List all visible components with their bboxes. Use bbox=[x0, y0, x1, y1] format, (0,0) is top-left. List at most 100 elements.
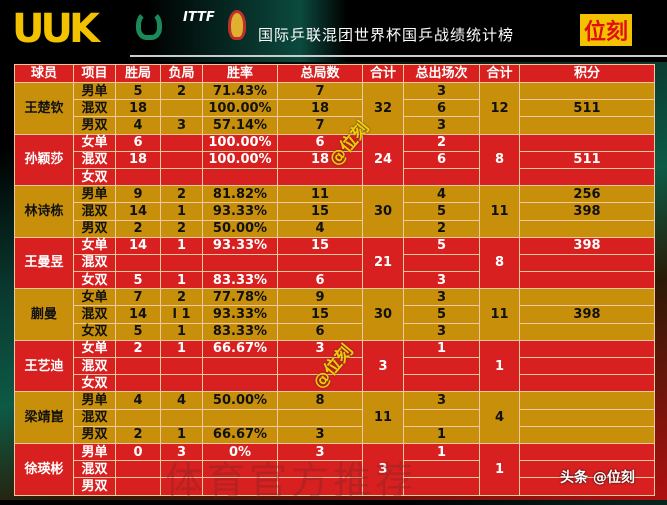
losses-cell bbox=[160, 477, 203, 496]
games-sum-cell: 3 bbox=[362, 339, 404, 393]
table-row: 混双 18 100.00% 18 6 511 bbox=[15, 150, 655, 169]
event-cell: 女单 bbox=[73, 339, 116, 359]
wins-cell: 14 bbox=[115, 236, 161, 255]
table-row: 混双 bbox=[15, 460, 655, 479]
games-sum-cell: 30 bbox=[362, 288, 404, 341]
win-rate-cell: 71.43% bbox=[202, 81, 278, 101]
win-rate-cell: 50.00% bbox=[202, 391, 278, 410]
points-cell bbox=[519, 271, 655, 290]
chengdu-emblem-icon bbox=[228, 10, 246, 40]
games-sum-cell: 24 bbox=[362, 133, 404, 187]
wins-cell: 5 bbox=[115, 81, 161, 101]
event-cell: 女双 bbox=[73, 167, 116, 187]
appearances-sum-cell: 11 bbox=[479, 288, 520, 341]
player-name: 梁靖崑 bbox=[14, 391, 74, 444]
wins-cell: 18 bbox=[115, 150, 161, 169]
total-games-cell bbox=[277, 167, 363, 187]
table-row: 蒯曼 女单 7 2 77.78% 9 30 3 11 bbox=[14, 288, 655, 341]
wins-cell: 14 bbox=[115, 202, 161, 221]
player-name: 林诗栋 bbox=[14, 185, 74, 238]
losses-cell bbox=[160, 408, 203, 427]
total-games-cell: 15 bbox=[277, 305, 363, 324]
appearances-sum-cell: 1 bbox=[479, 339, 520, 393]
wins-cell: 7 bbox=[115, 288, 161, 307]
event-cell: 女双 bbox=[73, 322, 116, 341]
table-row: 混双 14 l 1 93.33% 15 5 398 bbox=[15, 305, 655, 324]
player-name: 蒯曼 bbox=[14, 288, 74, 341]
column-header: 合计 bbox=[362, 64, 404, 83]
win-rate-cell: 100.00% bbox=[202, 99, 278, 118]
points-cell bbox=[519, 391, 655, 410]
appearances-sum-cell: 4 bbox=[479, 391, 520, 444]
appearances-sum-cell: 1 bbox=[479, 442, 520, 496]
wins-cell: 9 bbox=[115, 185, 161, 204]
appearances-cell: 6 bbox=[403, 99, 480, 118]
player-name: 王楚钦 bbox=[14, 82, 74, 135]
player-name: 王曼昱 bbox=[14, 236, 74, 290]
wins-cell bbox=[115, 374, 161, 393]
wins-cell: 4 bbox=[115, 391, 161, 410]
uuk-logo: UUK bbox=[12, 6, 100, 52]
total-games-cell: 4 bbox=[277, 219, 363, 238]
wins-cell: 14 bbox=[115, 305, 161, 324]
wins-cell: 2 bbox=[115, 219, 161, 238]
event-cell: 女单 bbox=[73, 288, 116, 307]
points-cell bbox=[519, 374, 655, 393]
win-rate-cell: 50.00% bbox=[202, 219, 278, 238]
wins-cell: 5 bbox=[115, 271, 161, 290]
points-cell bbox=[519, 339, 655, 359]
column-header: 总局数 bbox=[277, 64, 363, 83]
losses-cell: 1 bbox=[160, 271, 203, 290]
header-banner bbox=[0, 0, 667, 62]
event-cell: 女双 bbox=[73, 271, 116, 290]
event-cell: 男单 bbox=[73, 442, 116, 462]
total-games-cell bbox=[277, 477, 363, 496]
losses-cell: 2 bbox=[160, 288, 203, 307]
points-cell bbox=[519, 442, 655, 462]
appearances-cell: 5 bbox=[403, 305, 480, 324]
appearances-sum-cell: 8 bbox=[479, 133, 520, 187]
games-sum-cell: 32 bbox=[362, 82, 404, 135]
losses-cell bbox=[160, 356, 203, 376]
event-cell: 男单 bbox=[73, 81, 116, 101]
world-cup-emblem-icon bbox=[136, 10, 162, 40]
win-rate-cell: 93.33% bbox=[202, 236, 278, 255]
points-cell bbox=[519, 288, 655, 307]
event-cell: 混双 bbox=[73, 202, 116, 221]
table-row: 男双 4 3 57.14% 7 3 bbox=[15, 116, 655, 135]
total-games-cell bbox=[277, 253, 363, 273]
appearances-cell: 3 bbox=[403, 391, 480, 410]
win-rate-cell bbox=[202, 167, 278, 187]
win-rate-cell: 83.33% bbox=[202, 271, 278, 290]
total-games-cell: 7 bbox=[277, 81, 363, 101]
event-cell: 男单 bbox=[73, 185, 116, 204]
win-rate-cell: 81.82% bbox=[202, 185, 278, 204]
total-games-cell: 6 bbox=[277, 322, 363, 341]
table-row: 王艺迪 女单 2 1 66.67% 3 3 1 1 bbox=[14, 339, 655, 393]
appearances-cell: 1 bbox=[403, 425, 480, 444]
losses-cell bbox=[160, 99, 203, 118]
appearances-cell: 1 bbox=[403, 442, 480, 462]
wins-cell bbox=[115, 408, 161, 427]
table-row: 梁靖崑 男单 4 4 50.00% 8 11 3 4 bbox=[14, 391, 655, 444]
divider bbox=[130, 55, 667, 57]
table-row: 徐瑛彬 男单 0 3 0% 3 3 1 1 bbox=[14, 442, 655, 496]
appearances-cell bbox=[403, 167, 480, 187]
win-rate-cell: 66.67% bbox=[202, 339, 278, 359]
total-games-cell: 11 bbox=[277, 185, 363, 204]
win-rate-cell bbox=[202, 374, 278, 393]
wins-cell: 2 bbox=[115, 339, 161, 359]
losses-cell bbox=[160, 167, 203, 187]
page-title: 国际乒联混团世界杯国乒战绩统计榜 bbox=[258, 26, 515, 44]
points-cell bbox=[519, 81, 655, 101]
table-row: 男双 bbox=[15, 477, 655, 496]
wins-cell: 6 bbox=[115, 133, 161, 152]
appearances-cell bbox=[403, 408, 480, 427]
wins-cell bbox=[115, 356, 161, 376]
losses-cell: 2 bbox=[160, 81, 203, 101]
column-header: 胜率 bbox=[202, 64, 278, 83]
brand-badge: 位刻 bbox=[580, 14, 633, 46]
appearances-sum-cell: 8 bbox=[479, 236, 520, 290]
points-cell bbox=[519, 477, 655, 496]
points-cell: 398 bbox=[519, 305, 655, 324]
